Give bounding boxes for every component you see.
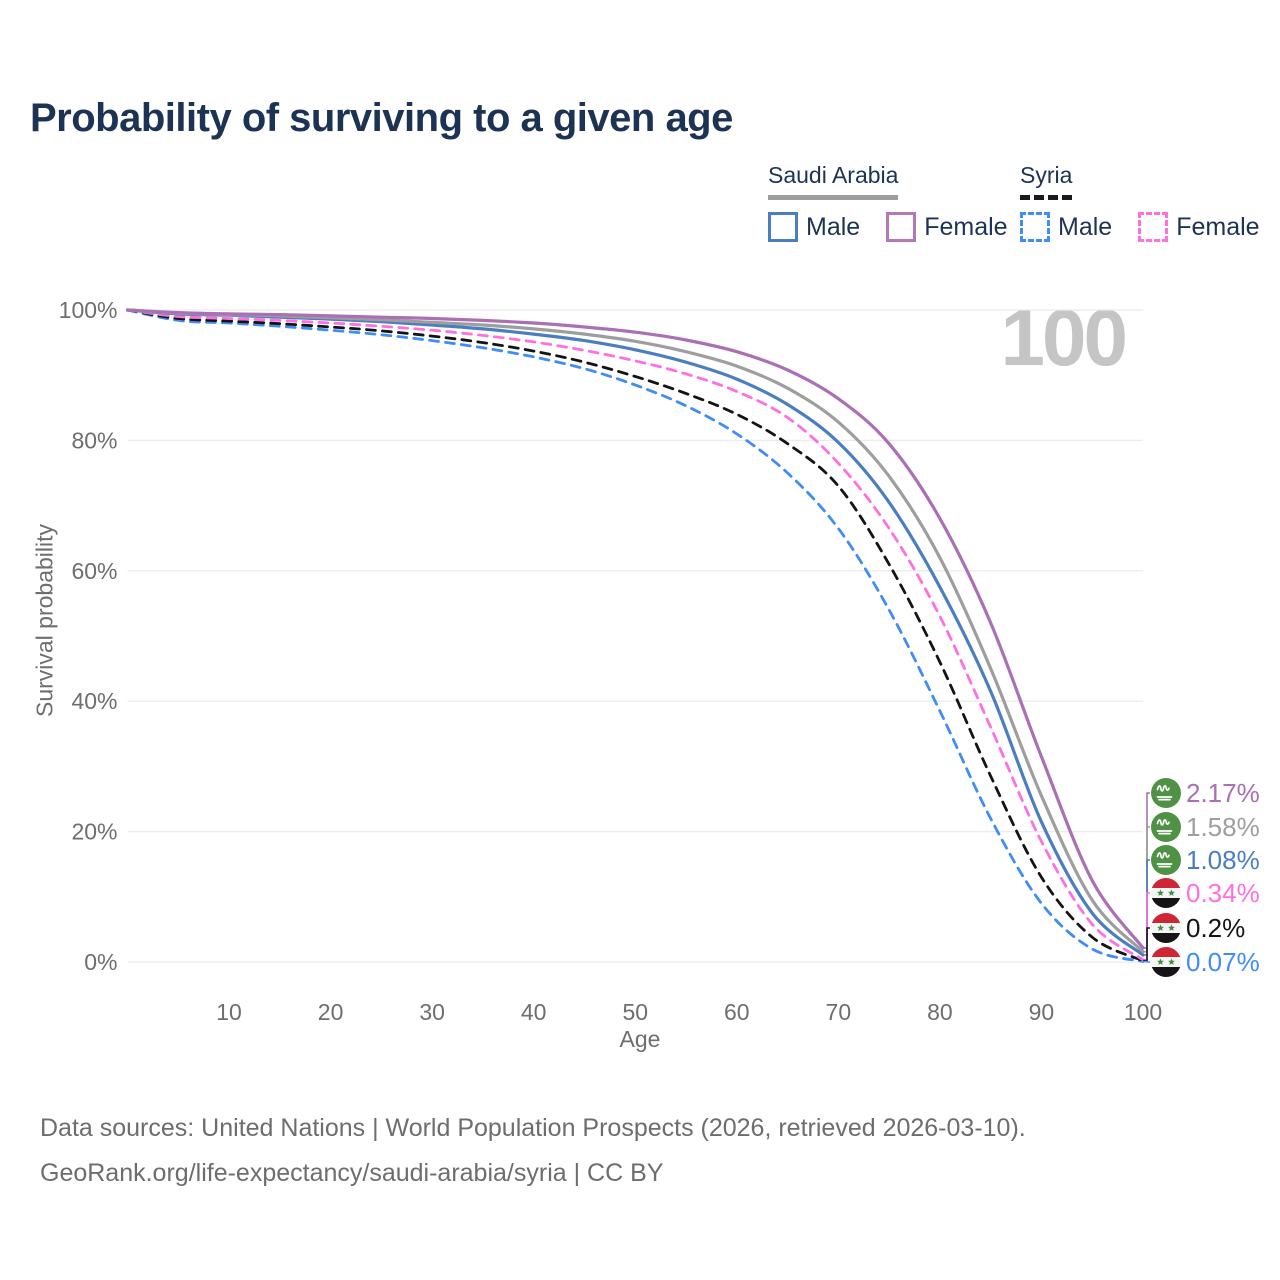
flag-band-white bbox=[1151, 923, 1181, 933]
x-tick-label-10: 10 bbox=[216, 999, 242, 1025]
x-tick-label-20: 20 bbox=[318, 999, 344, 1025]
age-counter-watermark: 100 bbox=[1000, 293, 1128, 382]
legend-group-syria: Syria Male Female bbox=[1020, 162, 1260, 242]
legend-swatch-saudi-female bbox=[886, 212, 917, 242]
x-tick-label-70: 70 bbox=[826, 999, 852, 1025]
y-tick-label-40: 40% bbox=[71, 688, 117, 714]
x-tick-label-100: 100 bbox=[1124, 999, 1162, 1025]
end-label-connector bbox=[1143, 892, 1150, 961]
curve-syria bbox=[126, 308, 1145, 963]
end-label-value: 0.34% bbox=[1186, 878, 1260, 908]
syria-flag-icon bbox=[1151, 913, 1181, 943]
flag-band-white bbox=[1151, 957, 1181, 967]
flag-star-icon bbox=[1157, 924, 1164, 931]
legend-header-syria-label: Syria bbox=[1020, 162, 1073, 188]
x-tick-label-40: 40 bbox=[521, 999, 547, 1025]
curve-syria-male bbox=[126, 308, 1145, 963]
flag-script-glyph bbox=[1156, 852, 1170, 859]
syria-flag-icon bbox=[1151, 947, 1181, 977]
curve-syria-female bbox=[126, 308, 1145, 962]
legend-header-saudi-arabia-label: Saudi Arabia bbox=[768, 162, 899, 188]
x-tick-label-80: 80 bbox=[927, 999, 953, 1025]
flag-band-black bbox=[1151, 898, 1181, 908]
y-axis-title: Survival probability bbox=[31, 523, 58, 718]
data-sources-line: Data sources: United Nations | World Pop… bbox=[40, 1114, 1026, 1142]
flag-sword-glyph bbox=[1156, 863, 1173, 868]
legend-item-syria-female[interactable]: Female bbox=[1138, 212, 1260, 242]
flag-sword-glyph bbox=[1156, 830, 1173, 835]
y-tick-label-60: 60% bbox=[71, 558, 117, 584]
legend-swatch-saudi-male bbox=[768, 212, 798, 242]
flag-band-red bbox=[1151, 878, 1181, 888]
x-tick-label-60: 60 bbox=[724, 999, 750, 1025]
flag-sword-glyph bbox=[1156, 796, 1173, 801]
end-label-value: 1.58% bbox=[1186, 812, 1260, 842]
curve-saudi-arabia bbox=[125, 308, 1145, 954]
flag-star-icon bbox=[1168, 924, 1175, 931]
legend-item-saudi-female-label: Female bbox=[924, 212, 1008, 241]
legend-items-syria: Male Female bbox=[1020, 212, 1260, 242]
end-label-value: 2.17% bbox=[1186, 778, 1260, 808]
flag-script-glyph bbox=[1156, 819, 1170, 826]
legend-item-syria-male[interactable]: Male bbox=[1020, 212, 1112, 242]
saudi-arabia-flag-icon bbox=[1151, 845, 1181, 875]
x-tick-label-30: 30 bbox=[419, 999, 445, 1025]
legend-item-syria-male-label: Male bbox=[1058, 212, 1113, 241]
legend-swatch-syria-male bbox=[1020, 212, 1050, 242]
end-label-connector bbox=[1143, 960, 1150, 963]
legend-item-saudi-female[interactable]: Female bbox=[886, 212, 1008, 242]
y-tick-label-100: 100% bbox=[59, 297, 118, 323]
saudi-arabia-flag-icon bbox=[1151, 778, 1181, 808]
x-tick-label-90: 90 bbox=[1029, 999, 1055, 1025]
flag-star-icon bbox=[1157, 958, 1164, 965]
flag-band-red bbox=[1151, 913, 1181, 923]
legend-header-syria[interactable]: Syria bbox=[1020, 162, 1073, 200]
x-axis-title: Age bbox=[619, 1026, 661, 1052]
end-label-value: 0.2% bbox=[1186, 913, 1245, 943]
flag-star-icon bbox=[1168, 958, 1175, 965]
curve-saudi-arabia-female bbox=[125, 308, 1145, 950]
flag-circle bbox=[1151, 778, 1181, 808]
legend-item-saudi-male-label: Male bbox=[806, 212, 861, 241]
legend-item-saudi-male[interactable]: Male bbox=[768, 212, 860, 242]
y-tick-label-20: 20% bbox=[71, 819, 117, 845]
footer: Data sources: United Nations | World Pop… bbox=[40, 1106, 1026, 1195]
end-label-value: 1.08% bbox=[1186, 845, 1260, 875]
saudi-arabia-flag-icon bbox=[1151, 812, 1181, 842]
flag-circle bbox=[1151, 812, 1181, 842]
curve-saudi-arabia-male bbox=[125, 308, 1145, 957]
page-title: Probability of surviving to a given age bbox=[30, 96, 733, 140]
flag-band-red bbox=[1151, 947, 1181, 957]
y-tick-label-0: 0% bbox=[84, 949, 117, 975]
flag-band-black bbox=[1151, 933, 1181, 943]
legend-header-saudi-arabia[interactable]: Saudi Arabia bbox=[768, 162, 899, 200]
attribution-line: GeoRank.org/life-expectancy/saudi-arabia… bbox=[40, 1158, 664, 1187]
flag-bands bbox=[1151, 947, 1181, 977]
legend-items-saudi-arabia: Male Female bbox=[768, 212, 1008, 242]
legend-group-saudi-arabia: Saudi Arabia Male Female bbox=[768, 162, 1008, 242]
flag-bands bbox=[1151, 878, 1181, 908]
legend-swatch-syria-female bbox=[1138, 212, 1169, 242]
y-tick-label-80: 80% bbox=[71, 427, 117, 453]
flag-band-black bbox=[1151, 967, 1181, 977]
legend-item-syria-female-label: Female bbox=[1176, 212, 1260, 241]
flag-star-icon bbox=[1168, 889, 1175, 896]
syria-flag-icon bbox=[1151, 878, 1181, 908]
flag-bands bbox=[1151, 913, 1181, 943]
flag-star-icon bbox=[1157, 889, 1164, 896]
x-tick-label-50: 50 bbox=[622, 999, 648, 1025]
end-label-value: 0.07% bbox=[1186, 947, 1260, 977]
flag-circle bbox=[1151, 845, 1181, 875]
flag-band-white bbox=[1151, 888, 1181, 898]
flag-script-glyph bbox=[1156, 785, 1170, 792]
